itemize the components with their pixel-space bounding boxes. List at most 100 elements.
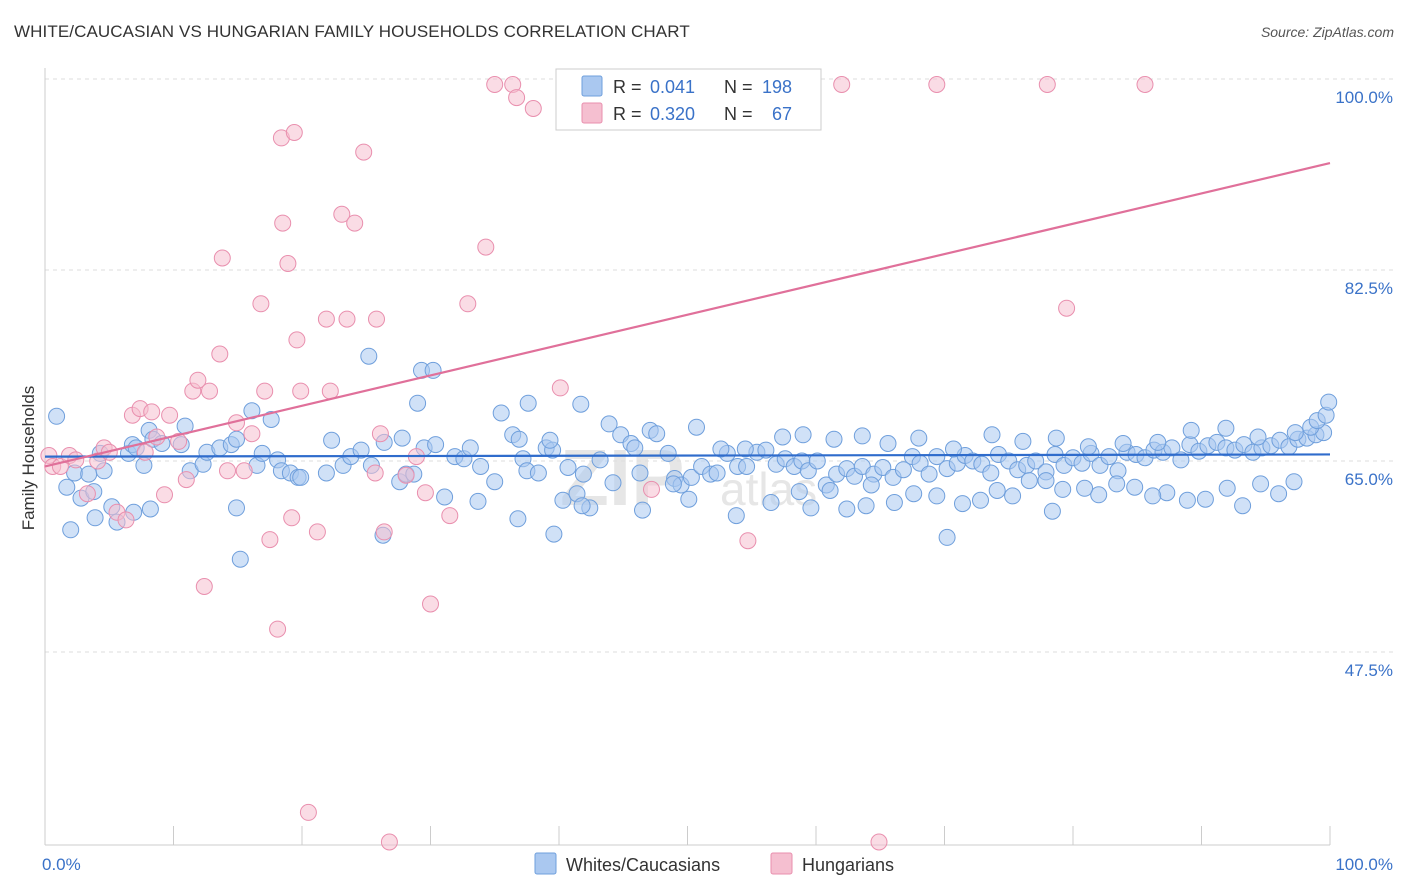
data-point [486,76,504,93]
bottom-legend: Whites/Caucasians Hungarians [534,852,894,875]
data-point [288,331,306,349]
data-point [928,487,946,505]
data-point [477,238,495,256]
data-point [1182,421,1200,439]
data-point [659,444,677,462]
data-point [762,494,780,511]
data-point [541,431,559,449]
data-point [156,486,173,504]
bottom-legend-label-whites: Whites/Caucasians [566,855,720,875]
data-point [436,488,454,506]
data-point [1249,428,1267,446]
data-point [1286,424,1304,442]
data-point [1252,475,1270,493]
y-tick-label: 100.0% [1335,88,1393,107]
data-point [572,395,590,413]
data-point [360,347,378,365]
data-point [1178,491,1196,509]
data-point [371,425,389,443]
series-hungarians-points [40,76,1154,851]
data-point [972,491,989,509]
data-point [631,464,649,482]
data-point [262,411,280,428]
data-point [368,310,385,328]
data-point [1108,475,1126,493]
data-point [838,500,856,518]
y-tick-label: 65.0% [1345,470,1393,489]
data-point [524,100,542,117]
data-point [982,464,1000,482]
data-point [211,345,229,363]
data-point [1196,490,1214,508]
data-point [1027,452,1045,470]
data-point [790,483,808,501]
data-point [509,510,527,528]
data-point [243,402,261,420]
stats-r-value-whites: 0.041 [650,77,695,97]
data-point [228,499,245,517]
data-point [794,426,812,444]
data-point [928,448,946,466]
data-point [910,429,928,447]
data-point [492,404,510,422]
data-point [508,89,526,107]
data-point [252,295,270,313]
data-point [879,435,897,452]
data-point [1144,487,1162,505]
data-point [648,425,666,443]
data-point [1004,487,1022,505]
data-point [545,525,563,543]
data-point [177,471,195,489]
data-point [308,523,326,541]
data-point [519,394,537,412]
data-point [1100,448,1118,466]
y-axis-title: Family Households [19,386,38,531]
data-point [380,833,398,851]
data-point [1054,480,1072,498]
data-point [170,432,188,450]
data-point [1020,472,1038,490]
data-point [355,143,373,161]
y-tick-label: 47.5% [1345,661,1393,680]
data-point [983,426,1001,444]
data-point [143,403,161,421]
data-point [338,310,356,328]
data-point [774,428,792,446]
data-point [825,430,843,448]
data-point [375,523,393,541]
data-point [894,461,912,479]
stats-n-label-hungarians: N = [724,104,753,124]
stats-r-value-hungarians: 0.320 [650,104,695,124]
trend-line-whites [44,453,1331,458]
data-point [486,473,504,491]
data-point [738,458,756,475]
data-point [727,507,745,525]
data-point [461,439,479,457]
data-point [274,214,292,232]
data-point [626,439,644,457]
data-point [1014,432,1032,450]
data-point [148,428,166,446]
data-point [243,425,261,443]
data-point [1037,472,1055,490]
data-point [161,406,179,424]
data-point [201,382,218,400]
data-point [682,468,700,486]
data-point [857,497,875,515]
data-point [472,458,490,475]
data-point [708,464,726,482]
data-point [219,462,236,480]
data-point [757,441,775,459]
source-label: Source: ZipAtlas.com [1260,24,1394,40]
data-point [1038,76,1056,93]
data-point [416,484,434,502]
data-point [1149,433,1167,451]
data-point [938,528,956,546]
y-tick-label: 82.5% [1345,279,1393,298]
stats-legend: R = 0.041 N = 198 R = 0.320 N = 67 [555,68,822,131]
data-point [86,509,104,527]
data-point [1217,419,1235,437]
data-point [366,464,384,482]
data-point [928,76,946,93]
